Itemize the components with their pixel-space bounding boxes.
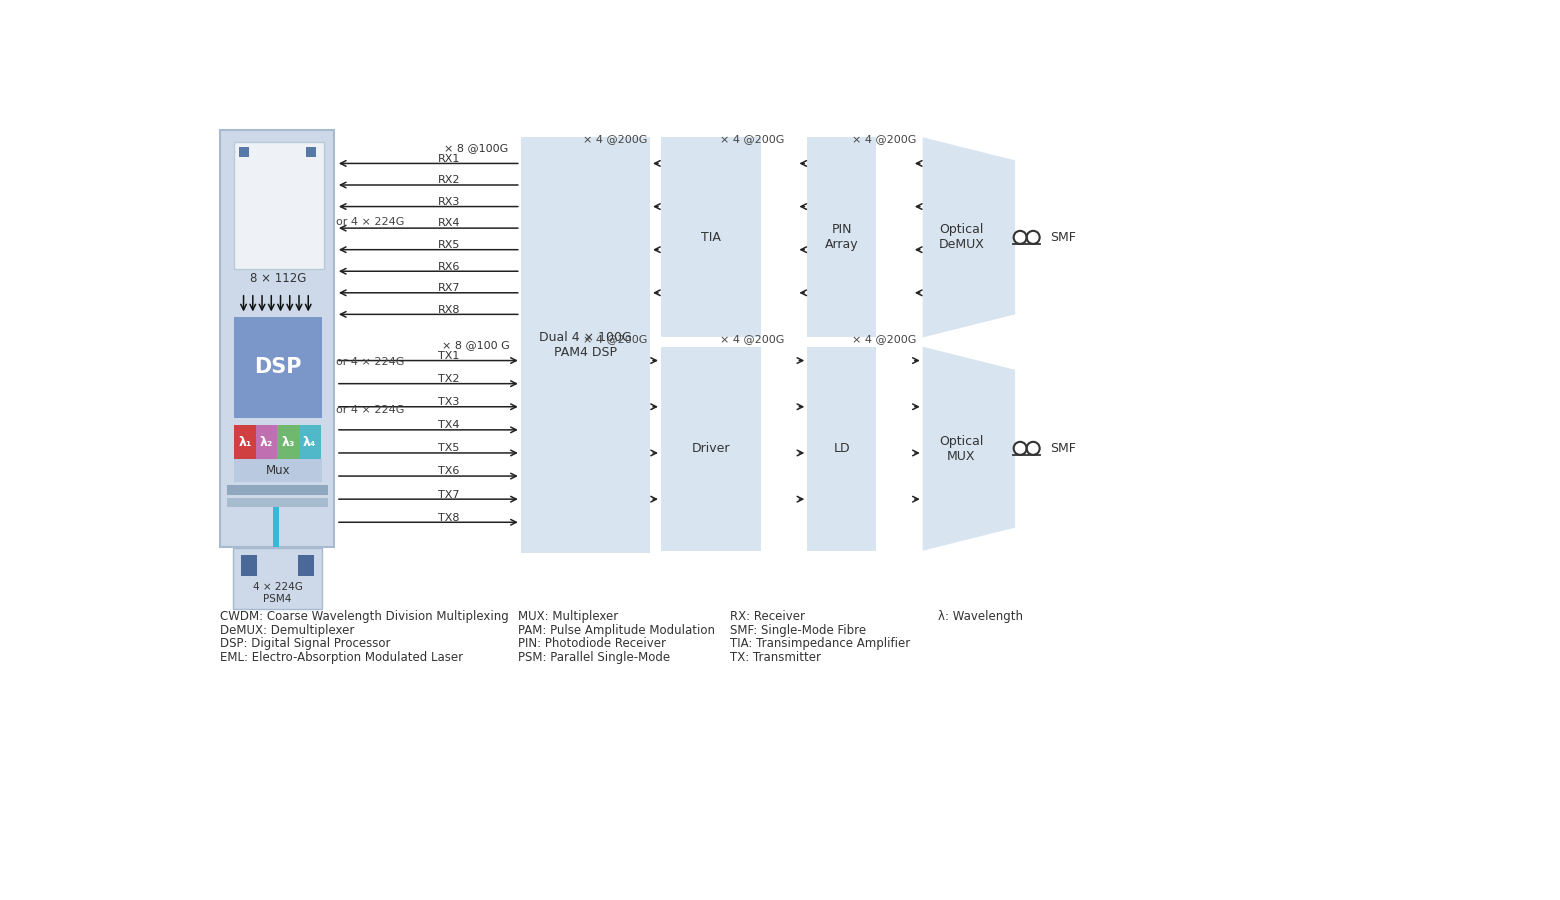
Text: TX2: TX2 [438,374,459,384]
Bar [298,554,314,576]
Text: Driver: Driver [691,442,730,455]
Text: RX8: RX8 [438,305,460,315]
Text: LD: LD [833,442,850,455]
Text: RX3: RX3 [438,197,460,207]
Text: DSP: DSP [254,357,303,377]
Text: RX2: RX2 [438,176,460,185]
Bar [306,147,317,157]
Polygon shape [922,138,1016,338]
Polygon shape [922,346,1016,551]
Bar [807,346,877,551]
Text: TX: Transmitter: TX: Transmitter [730,652,821,664]
Text: λ₄: λ₄ [303,436,317,449]
Text: TIA: Transimpedance Amplifier: TIA: Transimpedance Amplifier [730,637,911,651]
Bar [234,425,256,459]
Bar [234,142,323,269]
Text: λ: Wavelength: λ: Wavelength [938,609,1023,623]
Bar [226,498,328,507]
Text: SMF: SMF [1050,231,1076,244]
Bar [300,425,320,459]
Text: EML: Electro-Absorption Modulated Laser: EML: Electro-Absorption Modulated Laser [220,652,463,664]
Text: TX5: TX5 [438,444,459,454]
Text: × 8 @100 G: × 8 @100 G [441,340,510,350]
Bar [273,507,279,547]
Text: or 4 × 224G: or 4 × 224G [335,217,404,227]
Bar [256,425,278,459]
Text: DeMUX: Demultiplexer: DeMUX: Demultiplexer [220,624,354,636]
Text: Optical
DeMUX: Optical DeMUX [938,223,984,251]
Text: × 4 @200G: × 4 @200G [582,134,647,144]
Bar [234,459,321,482]
Text: λ₂: λ₂ [261,436,273,449]
Text: Mux: Mux [265,464,290,477]
Text: RX4: RX4 [438,219,460,229]
Text: PSM4: PSM4 [264,594,292,604]
Text: × 4 @200G: × 4 @200G [719,334,785,344]
Text: TIA: TIA [700,231,721,244]
Bar [661,138,761,338]
Bar [278,425,300,459]
Text: TX6: TX6 [438,466,459,476]
Text: × 4 @200G: × 4 @200G [852,334,916,344]
Text: PIN
Array: PIN Array [825,223,858,251]
Bar [232,548,321,608]
Text: SMF: SMF [1050,442,1076,454]
Text: RX5: RX5 [438,240,460,250]
Text: Dual 4 × 100G
PAM4 DSP: Dual 4 × 100G PAM4 DSP [540,331,632,359]
Text: RX7: RX7 [438,284,460,293]
Bar [220,130,334,547]
Bar [521,138,651,554]
Text: λ₃: λ₃ [281,436,295,449]
Text: 8 × 112G: 8 × 112G [250,273,306,285]
Text: × 4 @200G: × 4 @200G [852,134,916,144]
Bar [661,346,761,551]
Text: PIN: Photodiode Receiver: PIN: Photodiode Receiver [518,637,666,651]
Text: PAM: Pulse Amplitude Modulation: PAM: Pulse Amplitude Modulation [518,624,716,636]
Text: MUX: Multiplexer: MUX: Multiplexer [518,609,619,623]
Bar [226,485,328,495]
Text: TX1: TX1 [438,351,459,361]
Text: RX6: RX6 [438,262,460,272]
Text: Optical
MUX: Optical MUX [939,435,983,463]
Text: RX1: RX1 [438,154,460,164]
Text: CWDM: Coarse Wavelength Division Multiplexing: CWDM: Coarse Wavelength Division Multipl… [220,609,509,623]
Text: × 4 @200G: × 4 @200G [719,134,785,144]
Bar [242,554,257,576]
Text: RX: Receiver: RX: Receiver [730,609,805,623]
Text: DSP: Digital Signal Processor: DSP: Digital Signal Processor [220,637,392,651]
Text: or 4 × 224G: or 4 × 224G [335,405,404,415]
Text: TX7: TX7 [438,490,459,500]
Bar [234,318,321,418]
Text: or 4 × 224G: or 4 × 224G [335,357,404,367]
Text: × 8 @100G: × 8 @100G [445,143,509,153]
Text: TX8: TX8 [438,513,459,523]
Text: λ₁: λ₁ [239,436,251,449]
Text: TX4: TX4 [438,420,459,430]
Text: PSM: Parallel Single-Mode: PSM: Parallel Single-Mode [518,652,671,664]
Text: 4 × 224G: 4 × 224G [253,582,303,592]
Text: TX3: TX3 [438,397,459,407]
Bar [239,147,250,157]
Text: SMF: Single-Mode Fibre: SMF: Single-Mode Fibre [730,624,866,636]
Text: × 4 @200G: × 4 @200G [582,334,647,344]
Bar [807,138,877,338]
